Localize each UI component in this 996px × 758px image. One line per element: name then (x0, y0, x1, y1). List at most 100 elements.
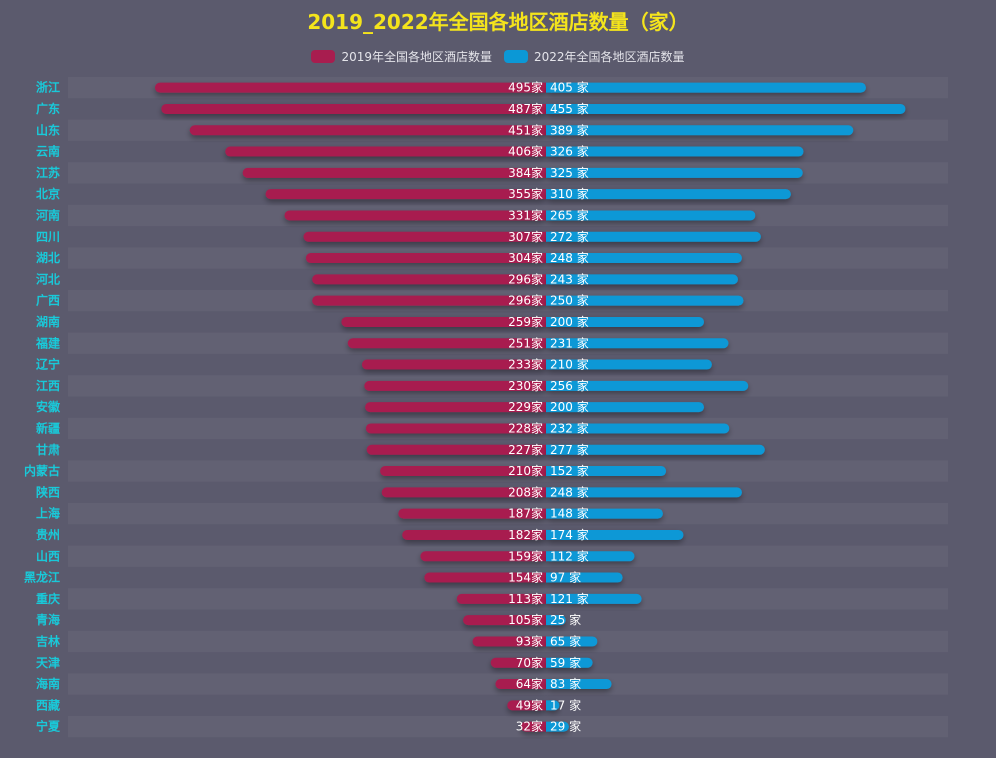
bar-2019-end (540, 231, 546, 242)
bar-2022[interactable] (546, 295, 744, 306)
bar-2022-end (546, 572, 552, 583)
bar-2022[interactable] (546, 380, 749, 391)
category-label: 陕西 (36, 484, 60, 499)
bar-2022[interactable] (546, 423, 730, 434)
bar-2022[interactable] (546, 487, 742, 498)
bar-2019[interactable] (420, 551, 546, 562)
value-label-2022: 272 家 (550, 229, 589, 244)
bar-2019[interactable] (490, 657, 546, 668)
bar-2019[interactable] (472, 636, 546, 647)
bar-2019[interactable] (347, 338, 546, 349)
bar-2022[interactable] (546, 338, 729, 349)
bar-2019[interactable] (284, 210, 546, 221)
value-label-2019: 331家 (508, 207, 543, 222)
bar-2019[interactable] (402, 529, 546, 540)
bar-2022[interactable] (546, 657, 593, 668)
bar-2022[interactable] (546, 359, 712, 370)
bar-2019[interactable] (456, 593, 546, 604)
value-label-2019: 406家 (508, 144, 543, 159)
bar-2019[interactable] (398, 508, 546, 519)
bar-2019[interactable] (507, 700, 546, 711)
value-label-2019: 182家 (508, 527, 543, 542)
bar-2019-end (540, 316, 546, 327)
value-label-2022: 232 家 (550, 420, 589, 435)
category-label: 重庆 (36, 591, 60, 606)
value-label-2022: 200 家 (550, 314, 589, 329)
bar-2022[interactable] (546, 210, 756, 221)
bar-2022-end (546, 167, 552, 178)
bar-2022[interactable] (546, 529, 684, 540)
bar-2019[interactable] (495, 679, 546, 690)
value-label-2019: 233家 (508, 357, 543, 372)
bar-2019[interactable] (305, 253, 546, 264)
bar-2019[interactable] (424, 572, 546, 583)
bar-2022[interactable] (546, 679, 612, 690)
bar-2019[interactable] (242, 167, 546, 178)
bar-2019-end (540, 700, 546, 711)
bar-2019[interactable] (161, 103, 546, 114)
bar-2022[interactable] (546, 593, 642, 604)
bar-2022-end (546, 615, 552, 626)
bar-2022[interactable] (546, 82, 866, 93)
bar-2019[interactable] (364, 380, 546, 391)
bar-2022[interactable] (546, 636, 598, 647)
bar-2022-end (546, 231, 552, 242)
value-label-2022: 231 家 (550, 335, 589, 350)
bar-2019-end (540, 679, 546, 690)
bar-2019[interactable] (265, 189, 546, 200)
bar-2019[interactable] (463, 615, 546, 626)
bar-2022-end (546, 316, 552, 327)
bar-2019[interactable] (303, 231, 546, 242)
bar-2019[interactable] (189, 125, 546, 136)
bar-2019[interactable] (380, 466, 546, 477)
row-band (68, 716, 948, 738)
value-label-2022: 174 家 (550, 527, 589, 542)
bar-2022[interactable] (546, 316, 704, 327)
bar-2022[interactable] (546, 444, 765, 455)
value-label-2019: 208家 (508, 484, 543, 499)
bar-2019-end (540, 253, 546, 264)
value-label-2022: 25 家 (550, 612, 581, 627)
bar-2019[interactable] (366, 444, 546, 455)
bar-2022-end (546, 721, 552, 732)
bar-2022[interactable] (546, 125, 854, 136)
bar-2019[interactable] (520, 721, 546, 732)
bar-2022[interactable] (546, 466, 667, 477)
value-label-2019: 451家 (508, 122, 543, 137)
bar-2019[interactable] (225, 146, 546, 157)
bar-2022[interactable] (546, 402, 704, 413)
bar-2022-end (546, 82, 552, 93)
bar-2019[interactable] (341, 316, 546, 327)
bar-2019[interactable] (365, 423, 546, 434)
category-label: 辽宁 (36, 357, 60, 372)
bar-2019-end (540, 295, 546, 306)
bar-2019-end (540, 274, 546, 285)
bar-2022[interactable] (546, 103, 906, 114)
bar-2022[interactable] (546, 167, 803, 178)
bar-2019[interactable] (312, 295, 546, 306)
bar-2022[interactable] (546, 189, 791, 200)
bar-2022-end (546, 657, 552, 668)
value-label-2019: 296家 (508, 293, 543, 308)
bar-2019[interactable] (361, 359, 546, 370)
value-label-2019: 228家 (508, 420, 543, 435)
bar-2022[interactable] (546, 253, 742, 264)
category-label: 甘肃 (36, 442, 60, 457)
bar-2022[interactable] (546, 508, 663, 519)
bar-2019[interactable] (381, 487, 546, 498)
bar-2019-end (540, 189, 546, 200)
bar-2022[interactable] (546, 572, 623, 583)
category-label: 山东 (36, 122, 60, 137)
value-label-2019: 495家 (508, 80, 543, 95)
legend-item-2019[interactable]: 2019年全国各地区酒店数量 (311, 48, 492, 65)
bar-2022-end (546, 103, 552, 114)
bar-2022[interactable] (546, 551, 635, 562)
value-label-2022: 325 家 (550, 165, 589, 180)
bar-2019[interactable] (365, 402, 546, 413)
bar-2022[interactable] (546, 146, 804, 157)
bar-2019[interactable] (154, 82, 546, 93)
legend-item-2022[interactable]: 2022年全国各地区酒店数量 (504, 48, 685, 65)
bar-2022[interactable] (546, 231, 761, 242)
bar-2019[interactable] (312, 274, 546, 285)
bar-2022[interactable] (546, 274, 738, 285)
